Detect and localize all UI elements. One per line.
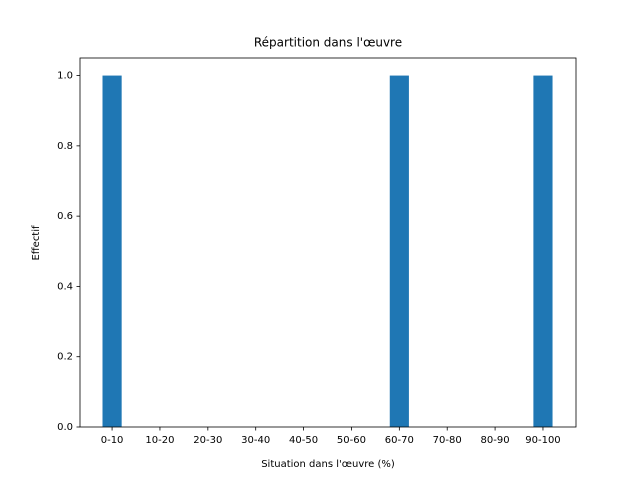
y-tick-label: 0.2 — [57, 352, 73, 363]
x-tick-label: 30-40 — [241, 435, 270, 446]
x-tick-label: 40-50 — [289, 435, 318, 446]
x-tick-label: 90-100 — [525, 435, 560, 446]
x-axis-label: Situation dans l'œuvre (%) — [261, 459, 395, 470]
x-tick-label: 70-80 — [433, 435, 462, 446]
y-tick-label: 0.8 — [57, 141, 73, 152]
axes-frame — [79, 57, 577, 428]
y-axis-label: Effectif — [31, 225, 42, 261]
bar — [533, 75, 553, 428]
bar — [102, 75, 122, 428]
x-tick-label: 50-60 — [337, 435, 366, 446]
y-tick-label: 0.6 — [57, 211, 73, 222]
x-tick-label: 10-20 — [145, 435, 174, 446]
y-tick-label: 0.4 — [57, 281, 73, 292]
x-tick-label: 20-30 — [193, 435, 222, 446]
plot-area: 0.0 0.2 0.4 0.6 0.8 1.0 0-10 10-20 20-30 30-40 40-… — [57, 71, 561, 446]
x-tick-label: 80-90 — [481, 435, 510, 446]
chart-title: Répartition dans l'œuvre — [254, 36, 402, 50]
x-tick-label: 60-70 — [385, 435, 414, 446]
x-tick-label: 0-10 — [101, 435, 124, 446]
y-tick-label: 0.0 — [57, 422, 73, 433]
bar — [389, 75, 409, 428]
y-tick-label: 1.0 — [57, 71, 73, 82]
